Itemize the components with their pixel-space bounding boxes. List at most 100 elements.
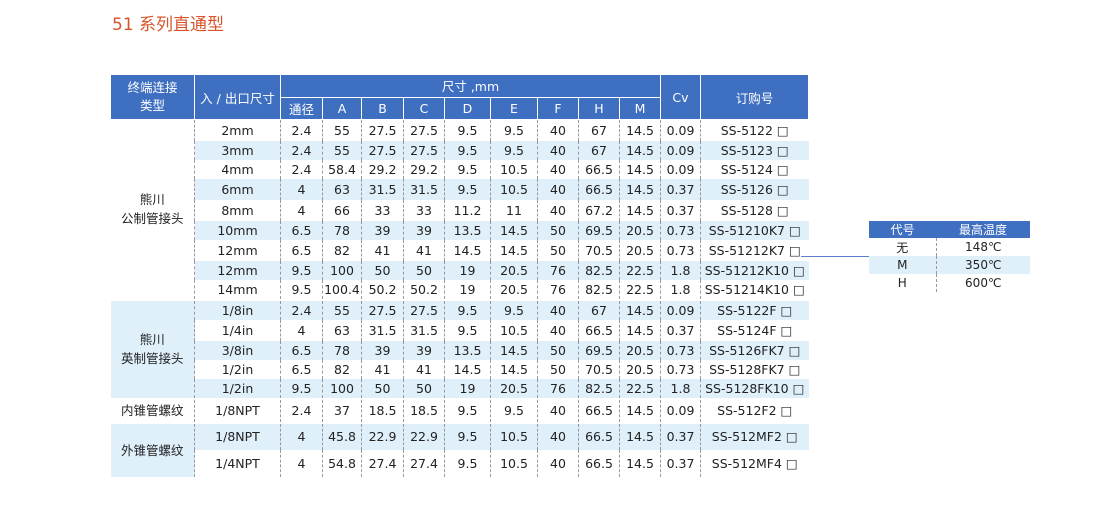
table-cell: 40 (537, 397, 579, 423)
table-cell: 76 (537, 260, 579, 280)
table-cell: 31.5 (403, 178, 445, 200)
table-cell: 0.37 (660, 178, 701, 200)
header-dim-4: D (444, 96, 491, 120)
table-cell: 2mm (194, 119, 281, 141)
table-cell: 20.5 (619, 239, 661, 261)
table-cell: 14.5 (619, 449, 661, 477)
table-cell: 40 (537, 449, 579, 477)
table-cell: 40 (537, 159, 579, 179)
table-cell: 14.5 (490, 340, 538, 360)
table-cell: 9.5 (280, 279, 323, 300)
table-cell: 67 (578, 140, 620, 160)
table-cell: 10.5 (490, 319, 538, 341)
table-cell: 9.5 (490, 397, 538, 423)
table-cell: 0.73 (660, 359, 701, 379)
table-cell: 55 (322, 140, 362, 160)
temp-cell: 无 (869, 238, 936, 256)
table-cell: 31.5 (361, 319, 404, 341)
table-cell: 1/2in (194, 359, 281, 379)
table-cell: 50.2 (361, 279, 404, 300)
order-number-cell: SS-5128FK10 □ (700, 378, 809, 399)
temp-cell: 350℃ (935, 256, 1030, 274)
table-cell: 4 (280, 319, 323, 341)
table-cell: 33 (361, 199, 404, 221)
table-cell: 39 (361, 340, 404, 360)
table-cell: 14.5 (619, 319, 661, 341)
order-number-cell: SS-512MF4 □ (700, 449, 809, 477)
table-cell: 12mm (194, 239, 281, 261)
order-number-cell: SS-5128FK7 □ (700, 359, 809, 379)
order-number-cell: SS-5126FK7 □ (700, 340, 809, 360)
table-cell: 10.5 (490, 421, 538, 450)
table-row: 1/4in 4 63 31.5 31.5 9.5 10.5 40 66.5 14.5 0.37 SS-… (111, 319, 809, 341)
header-dim-8: M (619, 96, 661, 120)
temp-cell: 148℃ (935, 238, 1030, 256)
table-cell: 50 (403, 378, 445, 399)
table-cell: 3/8in (194, 340, 281, 360)
table-cell: 22.5 (619, 260, 661, 280)
table-cell: 41 (403, 239, 445, 261)
temp-cell: H (869, 274, 936, 292)
table-cell: 2.4 (280, 298, 323, 320)
page-title: 51 系列直通型 (112, 15, 225, 35)
table-cell: 14.5 (619, 199, 661, 221)
table-cell: 0.73 (660, 220, 701, 240)
table-row: 12mm 6.5 82 41 41 14.5 14.5 50 70.5 20.5 0.73 SS-51… (111, 239, 809, 261)
table-cell: 69.5 (578, 340, 620, 360)
table-row: 内锥管螺纹 1/8NPT 2.4 37 18.5 18.5 9.5 9.5 40 66.5 14.5… (110, 397, 809, 423)
table-cell: 0.37 (660, 199, 701, 221)
table-cell: 58.4 (322, 159, 362, 179)
table-row: 4mm 2.4 58.4 29.2 29.2 9.5 10.5 40 66.5 14.5 0.09 S… (111, 159, 809, 179)
table-cell: 6mm (194, 178, 281, 200)
table-cell: 27.5 (403, 298, 445, 320)
table-cell: 14.5 (444, 239, 491, 261)
order-number-cell: SS-5122F □ (700, 298, 809, 320)
table-cell: 9.5 (444, 178, 491, 200)
table-cell: 0.09 (660, 397, 701, 423)
header-dim-1: A (322, 96, 362, 120)
order-number-cell: SS-512MF2 □ (700, 421, 809, 450)
table-cell: 100 (322, 260, 362, 280)
table-cell: 6.5 (280, 340, 323, 360)
table-cell: 40 (537, 298, 579, 320)
table-cell: 55 (322, 298, 362, 320)
table-cell: 14.5 (490, 220, 538, 240)
order-number-cell: SS-51212K10 □ (700, 260, 809, 280)
table-cell: 40 (537, 199, 579, 221)
table-cell: 67 (578, 298, 620, 320)
table-cell: 2.4 (280, 119, 323, 141)
table-cell: 4 (280, 178, 323, 200)
table-cell: 27.4 (403, 449, 445, 477)
table-cell: 50 (537, 359, 579, 379)
group-label: 内锥管螺纹 (110, 397, 195, 423)
table-row: 8mm 4 66 33 33 11.2 11 40 67.2 14.5 0.37 SS-5128 □ (111, 199, 809, 221)
order-number-cell: SS-5122 □ (700, 119, 809, 141)
header-connection-type: 终端连接类型 (110, 74, 195, 120)
table-cell: 0.09 (660, 159, 701, 179)
table-cell: 20.5 (490, 260, 538, 280)
table-cell: 19 (444, 378, 491, 399)
table-cell: 78 (322, 220, 362, 240)
table-cell: 31.5 (403, 319, 445, 341)
table-cell: 18.5 (403, 397, 445, 423)
table-cell: 14mm (194, 279, 281, 300)
table-cell: 70.5 (578, 239, 620, 261)
header-dim-6: F (537, 96, 579, 120)
order-number-cell: SS-512F2 □ (700, 397, 809, 423)
table-cell: 0.37 (660, 449, 701, 477)
order-number-cell: SS-5124 □ (700, 159, 809, 179)
table-cell: 69.5 (578, 220, 620, 240)
table-cell: 6.5 (280, 239, 323, 261)
table-cell: 9.5 (444, 421, 491, 450)
group-label: 熊川 英制管接头 (110, 298, 195, 399)
order-number-cell: SS-5124F □ (700, 319, 809, 341)
table-cell: 50 (361, 260, 404, 280)
table-cell: 40 (537, 421, 579, 450)
table-row: 3/8in 6.5 78 39 39 13.5 14.5 50 69.5 20.5 0.73 SS-5… (111, 340, 809, 360)
table-cell: 27.5 (403, 119, 445, 141)
order-number-cell: SS-5128 □ (700, 199, 809, 221)
table-cell: 10.5 (490, 159, 538, 179)
temp-header-0: 代号 (869, 221, 936, 238)
table-cell: 66 (322, 199, 362, 221)
table-cell: 4 (280, 199, 323, 221)
